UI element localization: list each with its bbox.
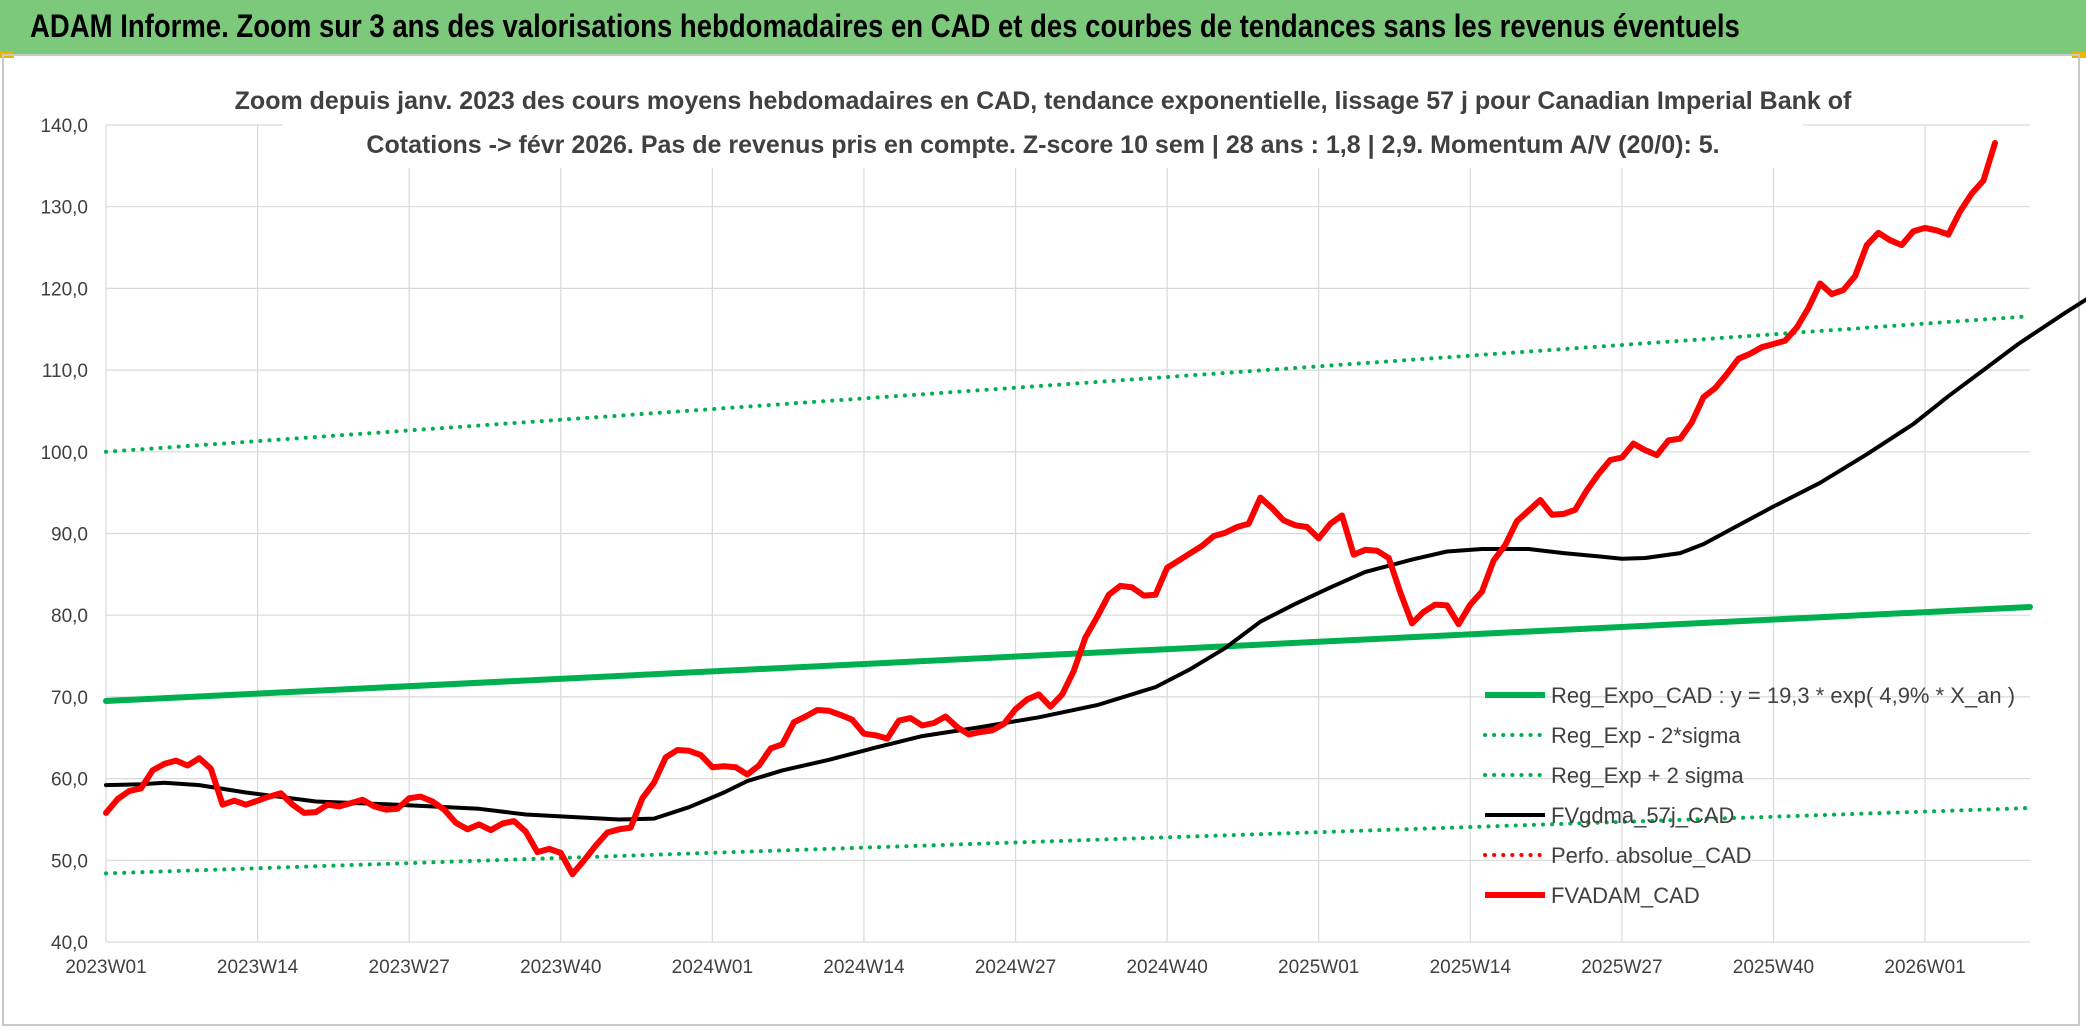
y-tick-label: 100,0 <box>40 443 88 464</box>
series-line-0 <box>103 604 2033 704</box>
y-tick-label: 140,0 <box>40 116 88 137</box>
x-tick-label: 2026W01 <box>1884 957 1965 978</box>
x-axis-labels: 2023W01 2023W14 2023W27 2023W40 2024W01 2024W… <box>65 957 1965 978</box>
legend-label: Perfo. absolue_CAD <box>1551 843 1752 868</box>
series-layer <box>103 140 2086 878</box>
y-tick-label: 50,0 <box>51 851 88 872</box>
x-tick-label: 2024W14 <box>823 957 905 978</box>
y-tick-label: 130,0 <box>40 198 88 219</box>
report-title: ADAM Informe. Zoom sur 3 ans des valoris… <box>30 8 1740 44</box>
y-tick-label: 90,0 <box>51 525 88 546</box>
x-tick-label: 2023W27 <box>369 957 450 978</box>
y-axis-labels: 40,0 50,0 60,0 70,0 80,0 90,0 100,0 110,0 120,0 1… <box>40 116 88 954</box>
header-bar: ADAM Informe. Zoom sur 3 ans des valoris… <box>0 0 2086 54</box>
legend-label: Reg_Exp + 2 sigma <box>1551 763 1744 788</box>
x-tick-label: 2023W40 <box>520 957 601 978</box>
legend-label: FVgdma_57j_CAD <box>1551 803 1734 828</box>
x-tick-label: 2023W14 <box>217 957 299 978</box>
x-tick-label: 2024W40 <box>1126 957 1207 978</box>
legend-label: Reg_Expo_CAD : y = 19,3 * exp( 4,9% * X_… <box>1551 683 2015 708</box>
legend: Reg_Expo_CAD : y = 19,3 * exp( 4,9% * X_… <box>1483 683 2015 908</box>
x-tick-label: 2023W01 <box>65 957 146 978</box>
y-tick-label: 70,0 <box>51 688 88 709</box>
series-line-5 <box>103 140 1998 878</box>
x-tick-label: 2025W14 <box>1430 957 1512 978</box>
legend-label: Reg_Exp - 2*sigma <box>1551 723 1741 748</box>
series-line-2 <box>104 314 2032 454</box>
chart-title-line2: Cotations -> févr 2026. Pas de revenus p… <box>366 131 1719 159</box>
y-tick-label: 40,0 <box>51 933 88 954</box>
chart-title-line1: Zoom depuis janv. 2023 des cours moyens … <box>235 87 1852 115</box>
x-tick-label: 2024W01 <box>672 957 753 978</box>
legend-label: FVADAM_CAD <box>1551 883 1700 908</box>
title-background <box>283 74 1803 168</box>
gridlines <box>105 124 2030 943</box>
y-tick-label: 80,0 <box>51 606 88 627</box>
x-tick-label: 2025W01 <box>1278 957 1359 978</box>
x-tick-label: 2024W27 <box>975 957 1056 978</box>
chart-frame <box>2 54 2080 1026</box>
series-line-3 <box>104 297 2086 822</box>
x-tick-label: 2025W27 <box>1581 957 1662 978</box>
y-tick-label: 110,0 <box>42 361 88 382</box>
y-tick-label: 120,0 <box>40 279 88 300</box>
y-tick-label: 60,0 <box>51 770 88 791</box>
x-tick-label: 2025W40 <box>1733 957 1814 978</box>
